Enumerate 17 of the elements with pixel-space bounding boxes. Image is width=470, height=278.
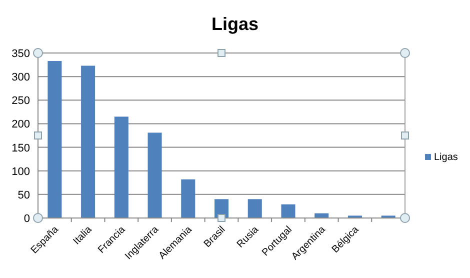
legend-label: Ligas [434, 152, 458, 163]
y-tick-label: 300 [12, 72, 30, 84]
bar [281, 204, 296, 218]
y-tick-label: 150 [12, 142, 30, 154]
y-tick-label: 100 [12, 166, 30, 178]
bar [114, 116, 128, 218]
bar [181, 179, 196, 218]
bar [48, 61, 62, 218]
bar [248, 199, 262, 218]
y-tick-label: 200 [12, 118, 30, 131]
y-tick-label: 50 [18, 189, 30, 202]
y-tick-label: 0 [24, 213, 30, 225]
chart-title: Ligas [211, 14, 259, 34]
bar [81, 66, 96, 218]
y-tick-label: 250 [12, 95, 30, 108]
bar [148, 132, 162, 218]
y-tick-label: 350 [12, 48, 30, 60]
